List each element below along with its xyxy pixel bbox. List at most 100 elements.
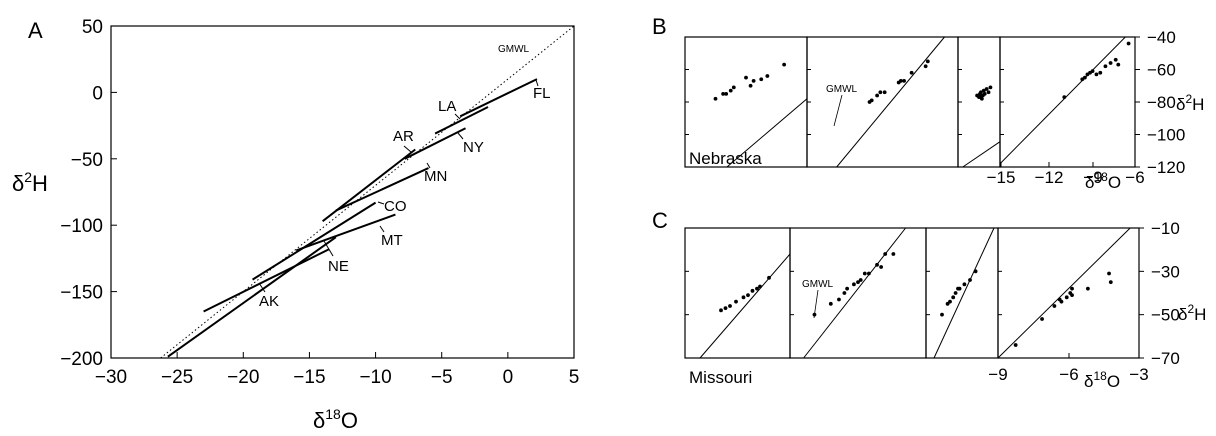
data-point [986,90,991,95]
y-tick-label: −100 [1147,126,1185,145]
y-tick-label: −150 [60,283,103,304]
x-tick-label: −9 [988,365,1007,384]
data-point [957,286,962,291]
data-point [734,299,738,304]
data-point [979,90,983,95]
data-point [759,77,764,82]
data-point [1082,75,1087,80]
x-tick-label: 0 [503,367,514,388]
data-point [875,262,879,267]
data-point [948,299,952,304]
x-tick-label: −15 [293,367,325,388]
data-point [1090,69,1095,74]
data-point [1062,95,1067,100]
gmwl-line [160,25,575,359]
data-point [828,301,833,306]
data-point [1085,286,1090,291]
x-tick-label: −20 [227,367,259,388]
data-point [721,91,726,96]
annotation-leader-co [377,201,385,205]
data-point [1116,62,1121,67]
annotation-leader-ar [403,145,412,153]
panel-c-xlabel: δ18O [1084,369,1120,391]
y-tick-label: −50 [1151,306,1180,325]
data-point [1094,72,1099,77]
data-point [719,308,723,313]
data-point [1070,293,1074,298]
gmwl-line [726,98,808,168]
data-point [728,88,733,93]
data-point [875,93,880,98]
data-point [979,95,983,100]
panel-b-subpanels [684,36,1136,168]
annotation-ak: AK [259,293,279,310]
data-point [1107,271,1111,276]
y-tick-label: −200 [60,349,103,370]
subpanel-frame [957,36,1001,168]
data-point [728,304,732,308]
gmwl-line [997,227,1131,359]
x-tick-label: −9 [1083,168,1102,187]
data-point [878,90,883,95]
y-tick-label: −60 [1147,61,1176,80]
panel-b-xlabel: δ18O [1085,170,1121,192]
panel-b-place: Nebraska [689,149,762,168]
y-tick-label: −100 [60,216,103,237]
panel-c-gmwl-label: GMWL [802,279,834,290]
data-point [746,293,750,298]
x-tick-label: −3 [1129,365,1148,384]
regression-line-mn [335,167,429,212]
panel-c-ylabel: δ2H [1178,302,1206,324]
data-point [1108,61,1113,65]
y-tick-label: 50 [82,17,103,38]
data-point [862,271,867,276]
panel-a-frame [110,25,575,359]
annotation-ar: AR [393,128,414,145]
annotation-leader-la [454,113,461,120]
data-point [982,91,987,96]
x-tick-label: −25 [161,367,193,388]
y-tick-label: −80 [1147,93,1176,112]
data-point [1052,304,1057,308]
panel-b: B −40 −60 −80 −100 −120 −15 −12 −9 −6 Nebraska G… [652,14,1204,192]
y-tick-label: −30 [1151,262,1180,281]
data-point [925,59,930,64]
annotation-fl: FL [533,85,551,102]
y-tick-label: 0 [92,83,103,104]
panel-a-letter: A [28,18,43,43]
panel-a-xlabel: δ18O [313,406,358,433]
data-point [724,91,729,96]
data-point [845,286,850,291]
annotation-leader-ne [323,240,334,257]
data-point [902,78,906,83]
data-point [923,64,928,69]
annotation-leader-mn [426,162,431,169]
panel-c-ticks: −10 −30 −50 −70 −9 −6 −3 [988,219,1180,384]
regression-line-ne [167,236,337,358]
panel-b-gmwl-label: GMWL [826,84,858,95]
data-point [1098,70,1103,75]
data-point [1113,57,1118,62]
data-point [869,98,874,103]
data-point [1108,280,1113,285]
data-point [713,96,718,101]
subpanel-frame [789,227,927,359]
data-point [858,278,863,282]
subpanel-frame [806,36,959,168]
annotation-ne: NE [328,258,349,275]
y-tick-label: −50 [71,150,103,171]
y-tick-label: −120 [1147,158,1185,177]
data-point [940,312,944,317]
regression-line-fl [459,78,538,118]
data-point [765,74,770,78]
panel-a-annotations: FL LA NY AR MN CO MT NE AK GMWL [258,44,551,310]
data-point [879,265,884,269]
regression-line-ny [404,127,466,160]
regression-line-co [252,201,377,281]
data-point [750,288,755,293]
data-point [751,78,756,83]
subpanel-frame [999,36,1136,168]
data-point [837,297,841,302]
